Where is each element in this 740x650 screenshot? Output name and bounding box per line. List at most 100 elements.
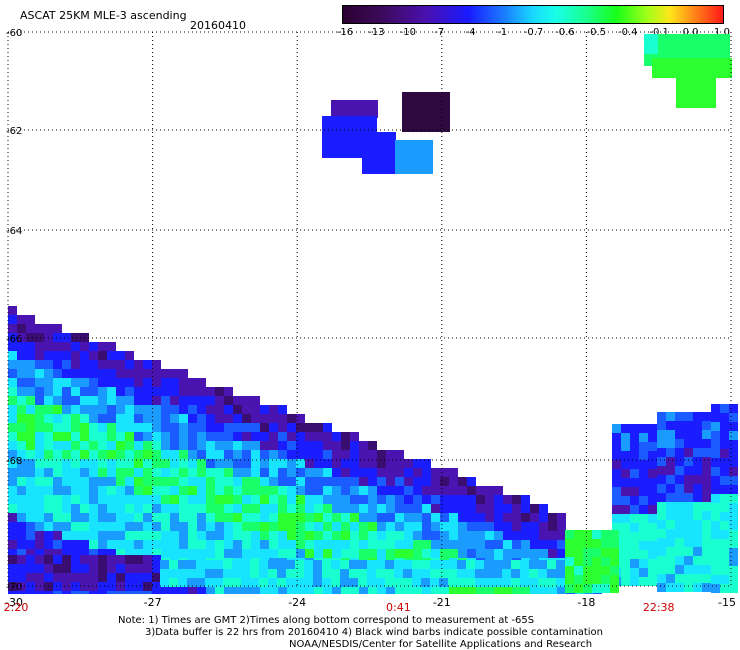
data-cell [35, 504, 44, 513]
data-cell [323, 432, 332, 441]
data-cell [143, 564, 152, 573]
data-cell [711, 530, 720, 539]
data-cell [161, 513, 170, 522]
data-cell [35, 573, 44, 582]
data-cell [485, 513, 494, 522]
data-cell [547, 560, 556, 569]
data-cell [556, 578, 565, 587]
data-cell [62, 333, 71, 342]
data-cell [711, 548, 720, 557]
data-cell [332, 441, 341, 450]
data-cell [269, 423, 278, 432]
data-cell [666, 547, 675, 556]
data-cell [539, 585, 548, 594]
data-cell [197, 531, 206, 540]
data-cell [666, 538, 675, 547]
data-cell [639, 487, 648, 496]
data-cell [17, 468, 26, 477]
data-cell [251, 477, 260, 486]
data-cell [430, 569, 439, 578]
lat-tick-label: -62 [6, 126, 23, 137]
data-cell [80, 441, 89, 450]
data-cell [359, 540, 368, 549]
data-cell [377, 513, 386, 522]
data-cell [684, 466, 693, 475]
data-cell [314, 486, 323, 495]
data-cell [62, 423, 71, 432]
data-cell [260, 504, 269, 513]
data-cell [350, 441, 359, 450]
data-cell [557, 540, 566, 549]
data-cell [484, 560, 493, 569]
data-cell [80, 351, 89, 360]
data-cell [476, 540, 485, 549]
data-cell [341, 450, 350, 459]
data-cell [197, 549, 206, 558]
data-cell [116, 495, 125, 504]
data-cell [592, 557, 601, 566]
data-cell [684, 565, 693, 574]
data-cell [720, 467, 729, 476]
data-cell [341, 504, 350, 513]
data-cell [134, 423, 143, 432]
data-cell [565, 539, 574, 548]
data-cell [440, 531, 449, 540]
data-cell [143, 549, 152, 558]
data-cell [729, 575, 738, 584]
data-cell [711, 521, 720, 530]
data-cell [80, 495, 89, 504]
data-cell [215, 450, 224, 459]
data-cell [729, 440, 738, 449]
data-cell [377, 522, 386, 531]
data-cell [152, 468, 161, 477]
data-cell [449, 495, 458, 504]
data-cell [413, 585, 422, 594]
data-cell [702, 421, 711, 430]
data-cell [675, 583, 684, 592]
data-cell [17, 540, 26, 549]
data-cell [412, 569, 421, 578]
data-cell [250, 569, 259, 578]
data-cell [152, 450, 161, 459]
data-cell [720, 431, 729, 440]
data-cell [269, 504, 278, 513]
data-cell [152, 459, 161, 468]
data-cell [466, 569, 475, 578]
data-cell [161, 441, 170, 450]
data-cell [458, 513, 467, 522]
data-cell [368, 495, 377, 504]
data-cell [720, 584, 729, 593]
data-cell [368, 450, 377, 459]
data-cell [62, 387, 71, 396]
data-cell [684, 475, 693, 484]
data-cell [224, 495, 233, 504]
data-cell [26, 423, 35, 432]
data-cell [53, 477, 62, 486]
data-cell [26, 486, 35, 495]
data-cell [53, 387, 62, 396]
data-cell [161, 369, 170, 378]
data-cell [484, 569, 493, 578]
data-cell [260, 423, 269, 432]
data-cell [152, 486, 161, 495]
data-cell [251, 531, 260, 540]
data-cell [377, 450, 386, 459]
data-cell [458, 522, 467, 531]
data-cell [278, 522, 287, 531]
data-cell [197, 405, 206, 414]
data-cell [332, 549, 341, 558]
data-cell [17, 315, 26, 324]
data-cell [143, 369, 152, 378]
data-cell [693, 556, 702, 565]
data-cell [80, 450, 89, 459]
data-cell [440, 540, 449, 549]
data-cell [134, 468, 143, 477]
data-cell [62, 369, 71, 378]
data-cell [583, 530, 592, 539]
data-cell [666, 448, 675, 457]
data-cell [251, 468, 260, 477]
data-cell [341, 549, 350, 558]
data-cell [8, 486, 17, 495]
data-cell [485, 549, 494, 558]
data-cell [612, 460, 621, 469]
